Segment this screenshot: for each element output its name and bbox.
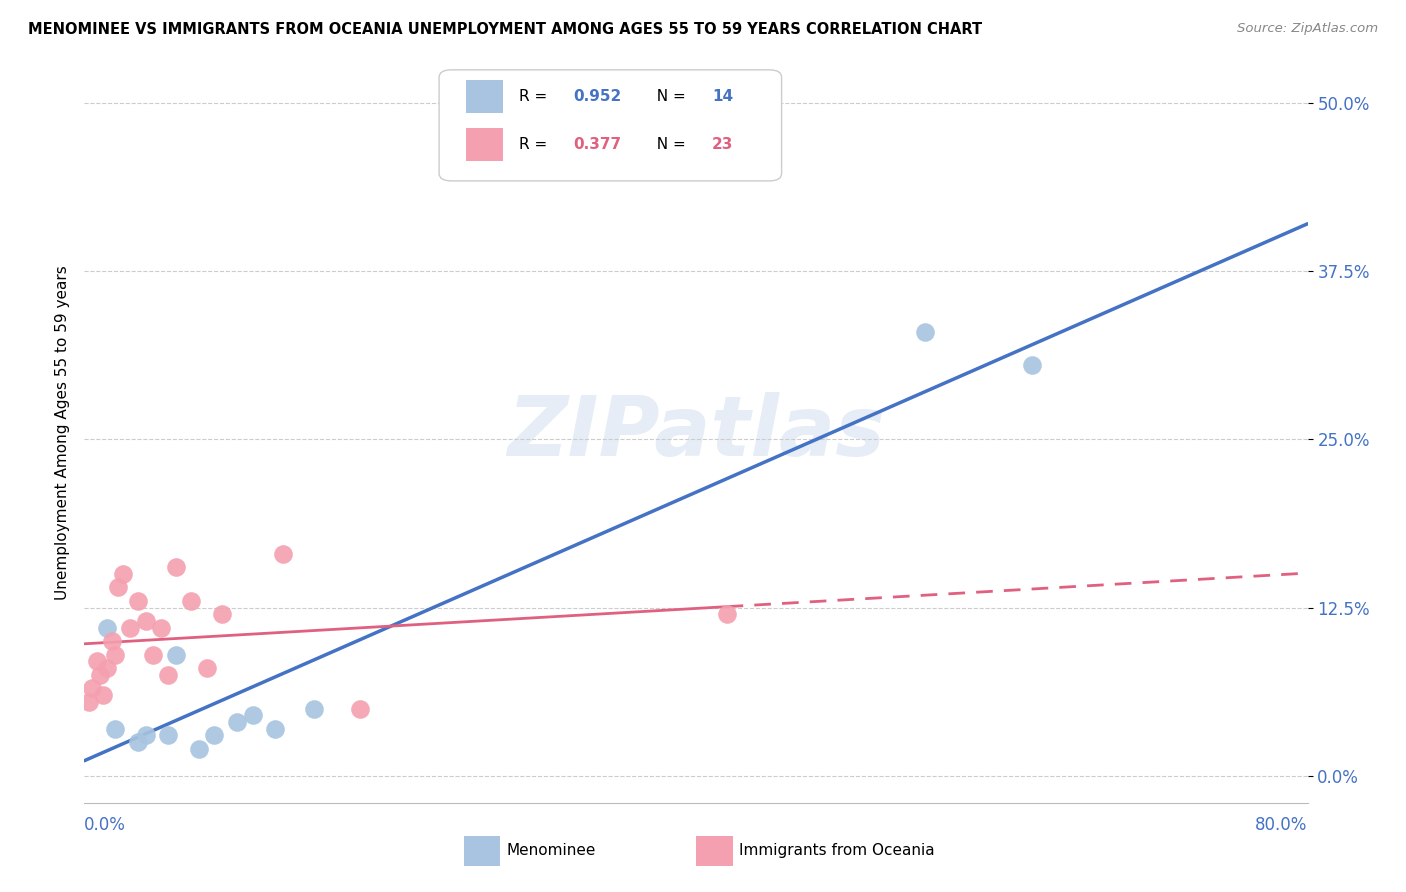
Point — [77, 695, 100, 709]
Point — [180, 594, 202, 608]
Point — [195, 661, 218, 675]
Point — [188, 742, 211, 756]
Point — [135, 729, 157, 743]
Point — [149, 621, 172, 635]
Point — [716, 607, 738, 622]
Point — [107, 581, 129, 595]
Text: ZIPatlas: ZIPatlas — [508, 392, 884, 473]
Point — [914, 325, 936, 339]
Text: 23: 23 — [711, 137, 734, 153]
Point — [135, 614, 157, 628]
Text: R =: R = — [519, 89, 551, 104]
Text: Menominee: Menominee — [506, 844, 596, 858]
Text: N =: N = — [647, 137, 690, 153]
Point — [96, 661, 118, 675]
Point — [202, 729, 225, 743]
Text: 0.952: 0.952 — [574, 89, 621, 104]
Point — [111, 566, 134, 581]
FancyBboxPatch shape — [464, 836, 501, 866]
Text: Source: ZipAtlas.com: Source: ZipAtlas.com — [1237, 22, 1378, 36]
Text: 80.0%: 80.0% — [1256, 816, 1308, 834]
Point — [242, 708, 264, 723]
Point — [165, 648, 187, 662]
Point — [157, 668, 180, 682]
Point — [91, 688, 114, 702]
Text: MENOMINEE VS IMMIGRANTS FROM OCEANIA UNEMPLOYMENT AMONG AGES 55 TO 59 YEARS CORR: MENOMINEE VS IMMIGRANTS FROM OCEANIA UNE… — [28, 22, 983, 37]
Point — [157, 729, 180, 743]
Text: 14: 14 — [711, 89, 733, 104]
Y-axis label: Unemployment Among Ages 55 to 59 years: Unemployment Among Ages 55 to 59 years — [55, 265, 70, 600]
Point — [349, 701, 371, 715]
Point — [89, 668, 111, 682]
Text: 0.377: 0.377 — [574, 137, 621, 153]
Point — [264, 722, 287, 736]
Point — [96, 621, 118, 635]
FancyBboxPatch shape — [439, 70, 782, 181]
Text: 0.0%: 0.0% — [84, 816, 127, 834]
Point — [211, 607, 233, 622]
Point — [226, 714, 249, 729]
Point — [1021, 359, 1043, 373]
Point — [104, 648, 127, 662]
Text: R =: R = — [519, 137, 551, 153]
Text: N =: N = — [647, 89, 690, 104]
FancyBboxPatch shape — [696, 836, 733, 866]
Point — [165, 560, 187, 574]
Point — [101, 634, 124, 648]
Point — [127, 594, 149, 608]
Point — [120, 621, 142, 635]
Point — [127, 735, 149, 749]
Point — [302, 701, 325, 715]
Point — [271, 547, 294, 561]
FancyBboxPatch shape — [465, 128, 503, 161]
FancyBboxPatch shape — [465, 79, 503, 113]
Text: Immigrants from Oceania: Immigrants from Oceania — [738, 844, 935, 858]
Point — [142, 648, 165, 662]
Point — [80, 681, 103, 696]
Point — [86, 655, 108, 669]
Point — [104, 722, 127, 736]
